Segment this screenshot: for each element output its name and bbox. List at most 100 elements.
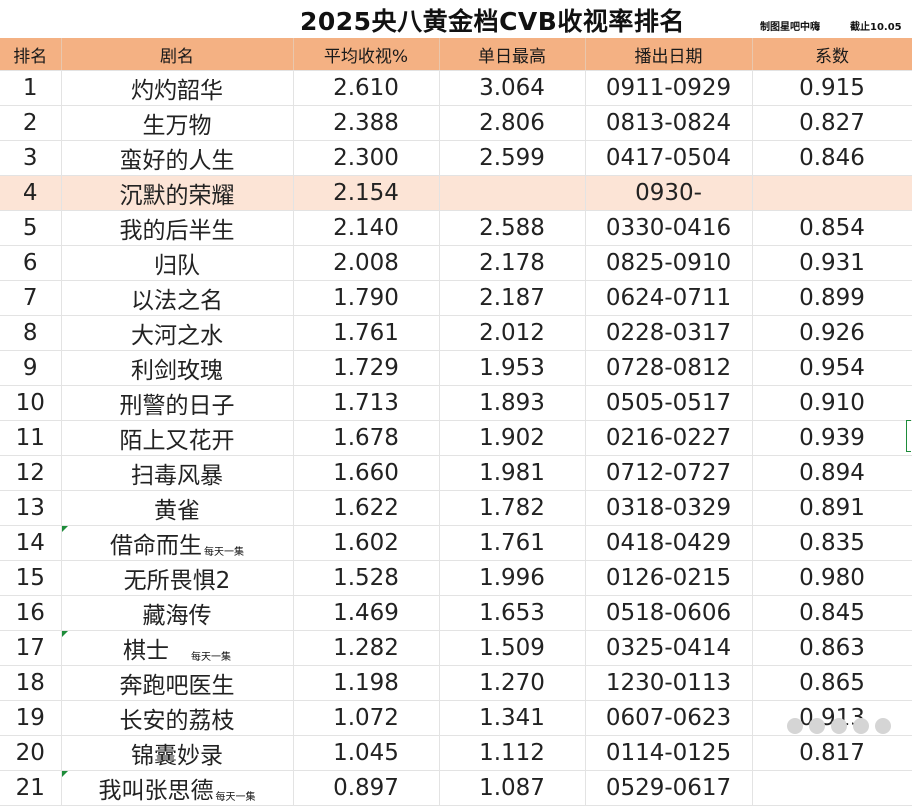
dates-cell[interactable]: 0318-0329 [585, 490, 753, 526]
title-cell[interactable]: 沉默的荣耀 [61, 175, 294, 211]
dates-cell[interactable]: 0216-0227 [585, 420, 753, 456]
rank-cell[interactable]: 19 [0, 700, 62, 736]
column-header-average[interactable]: 平均收视% [293, 38, 440, 71]
title-cell[interactable]: 我的后半生 [61, 210, 294, 246]
rank-cell[interactable]: 5 [0, 210, 62, 246]
peak-cell[interactable]: 1.981 [439, 455, 586, 491]
title-cell[interactable]: 以法之名 [61, 280, 294, 316]
peak-cell[interactable]: 1.893 [439, 385, 586, 421]
peak-cell[interactable]: 1.509 [439, 630, 586, 666]
coefficient-cell[interactable]: 0.939 [752, 420, 912, 456]
peak-cell[interactable]: 1.087 [439, 770, 586, 806]
rank-cell[interactable]: 2 [0, 105, 62, 141]
peak-cell[interactable]: 2.178 [439, 245, 586, 281]
dates-cell[interactable]: 0505-0517 [585, 385, 753, 421]
coefficient-cell[interactable]: 0.910 [752, 385, 912, 421]
peak-cell[interactable]: 3.064 [439, 70, 586, 106]
column-header-peak[interactable]: 单日最高 [439, 38, 586, 71]
rank-cell[interactable]: 18 [0, 665, 62, 701]
average-cell[interactable]: 1.713 [293, 385, 440, 421]
dates-cell[interactable]: 0330-0416 [585, 210, 753, 246]
dates-cell[interactable]: 0911-0929 [585, 70, 753, 106]
peak-cell[interactable]: 2.806 [439, 105, 586, 141]
coefficient-cell[interactable] [752, 770, 912, 806]
dates-cell[interactable]: 0529-0617 [585, 770, 753, 806]
coefficient-cell[interactable]: 0.854 [752, 210, 912, 246]
title-cell[interactable]: 蛮好的人生 [61, 140, 294, 176]
average-cell[interactable]: 2.300 [293, 140, 440, 176]
dates-cell[interactable]: 0813-0824 [585, 105, 753, 141]
dates-cell[interactable]: 0126-0215 [585, 560, 753, 596]
dates-cell[interactable]: 0728-0812 [585, 350, 753, 386]
peak-cell[interactable]: 1.270 [439, 665, 586, 701]
average-cell[interactable]: 1.761 [293, 315, 440, 351]
rank-cell[interactable]: 10 [0, 385, 62, 421]
rank-cell[interactable]: 16 [0, 595, 62, 631]
coefficient-cell[interactable]: 0.899 [752, 280, 912, 316]
column-header-rank[interactable]: 排名 [0, 38, 62, 71]
title-cell[interactable]: 利剑玫瑰 [61, 350, 294, 386]
coefficient-cell[interactable]: 0.915 [752, 70, 912, 106]
title-cell[interactable]: 我叫张思德 每天一集 [61, 770, 294, 806]
average-cell[interactable]: 1.072 [293, 700, 440, 736]
column-header-title[interactable]: 剧名 [61, 38, 294, 71]
rank-cell[interactable]: 7 [0, 280, 62, 316]
title-cell[interactable]: 黄雀 [61, 490, 294, 526]
rank-cell[interactable]: 1 [0, 70, 62, 106]
coefficient-cell[interactable]: 0.865 [752, 665, 912, 701]
peak-cell[interactable]: 2.187 [439, 280, 586, 316]
rank-cell[interactable]: 11 [0, 420, 62, 456]
average-cell[interactable]: 2.140 [293, 210, 440, 246]
average-cell[interactable]: 0.897 [293, 770, 440, 806]
average-cell[interactable]: 2.154 [293, 175, 440, 211]
peak-cell[interactable]: 1.782 [439, 490, 586, 526]
rank-cell[interactable]: 3 [0, 140, 62, 176]
dates-cell[interactable]: 0607-0623 [585, 700, 753, 736]
average-cell[interactable]: 2.610 [293, 70, 440, 106]
average-cell[interactable]: 1.528 [293, 560, 440, 596]
dates-cell[interactable]: 0418-0429 [585, 525, 753, 561]
dates-cell[interactable]: 0825-0910 [585, 245, 753, 281]
average-cell[interactable]: 1.729 [293, 350, 440, 386]
peak-cell[interactable]: 1.996 [439, 560, 586, 596]
peak-cell[interactable]: 1.761 [439, 525, 586, 561]
title-cell[interactable]: 藏海传 [61, 595, 294, 631]
column-header-dates[interactable]: 播出日期 [585, 38, 753, 71]
average-cell[interactable]: 1.045 [293, 735, 440, 771]
title-cell[interactable]: 奔跑吧医生 [61, 665, 294, 701]
peak-cell[interactable]: 1.653 [439, 595, 586, 631]
coefficient-cell[interactable]: 0.891 [752, 490, 912, 526]
rank-cell[interactable]: 9 [0, 350, 62, 386]
peak-cell[interactable]: 1.953 [439, 350, 586, 386]
coefficient-cell[interactable]: 0.846 [752, 140, 912, 176]
dates-cell[interactable]: 0325-0414 [585, 630, 753, 666]
average-cell[interactable]: 1.790 [293, 280, 440, 316]
rank-cell[interactable]: 8 [0, 315, 62, 351]
dates-cell[interactable]: 0417-0504 [585, 140, 753, 176]
average-cell[interactable]: 1.660 [293, 455, 440, 491]
rank-cell[interactable]: 12 [0, 455, 62, 491]
average-cell[interactable]: 2.388 [293, 105, 440, 141]
title-cell[interactable]: 锦囊妙录 [61, 735, 294, 771]
title-cell[interactable]: 棋士 每天一集 [61, 630, 294, 666]
title-cell[interactable]: 归队 [61, 245, 294, 281]
dates-cell[interactable]: 0518-0606 [585, 595, 753, 631]
coefficient-cell[interactable]: 0.827 [752, 105, 912, 141]
average-cell[interactable]: 1.282 [293, 630, 440, 666]
dates-cell[interactable]: 0228-0317 [585, 315, 753, 351]
peak-cell[interactable]: 2.012 [439, 315, 586, 351]
coefficient-cell[interactable]: 0.926 [752, 315, 912, 351]
average-cell[interactable]: 2.008 [293, 245, 440, 281]
peak-cell[interactable]: 1.112 [439, 735, 586, 771]
title-cell[interactable]: 无所畏惧2 [61, 560, 294, 596]
title-cell[interactable]: 刑警的日子 [61, 385, 294, 421]
rank-cell[interactable]: 14 [0, 525, 62, 561]
average-cell[interactable]: 1.678 [293, 420, 440, 456]
coefficient-cell[interactable]: 0.845 [752, 595, 912, 631]
coefficient-cell[interactable]: 0.954 [752, 350, 912, 386]
dates-cell[interactable]: 0930- [585, 175, 753, 211]
rank-cell[interactable]: 4 [0, 175, 62, 211]
peak-cell[interactable]: 1.341 [439, 700, 586, 736]
average-cell[interactable]: 1.602 [293, 525, 440, 561]
title-cell[interactable]: 借命而生 每天一集 [61, 525, 294, 561]
